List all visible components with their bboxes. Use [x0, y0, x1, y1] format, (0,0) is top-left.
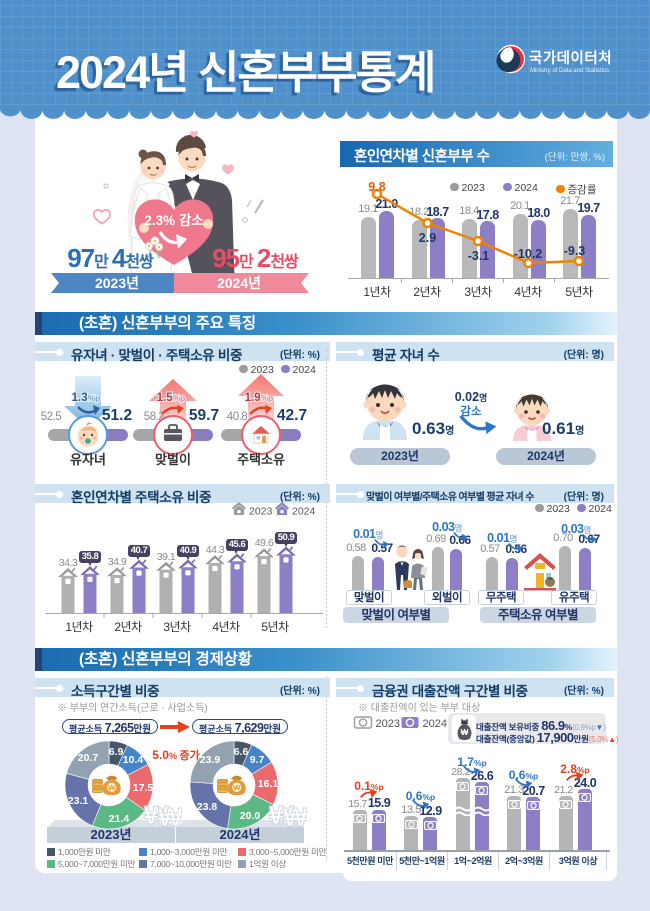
svg-text:1.3%p: 1.3%p	[72, 392, 101, 404]
svg-text:2024: 2024	[423, 718, 447, 730]
svg-text:₩: ₩	[144, 800, 169, 830]
svg-text:1.5%p: 1.5%p	[157, 392, 186, 404]
svg-text:Ministry of Data and Statistic: Ministry of Data and Statistics	[530, 68, 609, 74]
svg-text:16.1: 16.1	[258, 778, 279, 790]
svg-text:23.8: 23.8	[197, 801, 218, 813]
svg-text:1.9%p: 1.9%p	[245, 392, 274, 404]
svg-text:₩: ₩	[269, 800, 294, 830]
svg-text:2.3% 감소: 2.3% 감소	[144, 212, 204, 228]
svg-text:20.7: 20.7	[78, 752, 99, 764]
svg-text:23.1: 23.1	[68, 795, 89, 807]
svg-text:17.5: 17.5	[133, 782, 154, 794]
svg-text:2023: 2023	[376, 718, 400, 730]
svg-text:국가데이터처: 국가데이터처	[529, 50, 612, 67]
svg-text:₩: ₩	[158, 802, 182, 832]
svg-text:23.9: 23.9	[200, 754, 221, 766]
svg-text:9.7: 9.7	[250, 754, 265, 766]
svg-text:6.6: 6.6	[234, 746, 249, 758]
svg-text:₩: ₩	[108, 784, 116, 793]
svg-text:10.4: 10.4	[123, 754, 144, 766]
svg-text:2024년: 2024년	[217, 275, 261, 291]
svg-text:21.4: 21.4	[109, 813, 130, 825]
svg-text:2023: 2023	[249, 506, 273, 518]
svg-text:₩: ₩	[283, 802, 307, 832]
svg-text:₩: ₩	[461, 728, 469, 737]
svg-text:2024: 2024	[292, 506, 316, 518]
svg-text:2023년: 2023년	[95, 275, 139, 291]
svg-text:20.0: 20.0	[240, 810, 261, 822]
svg-text:6.9: 6.9	[109, 746, 124, 758]
